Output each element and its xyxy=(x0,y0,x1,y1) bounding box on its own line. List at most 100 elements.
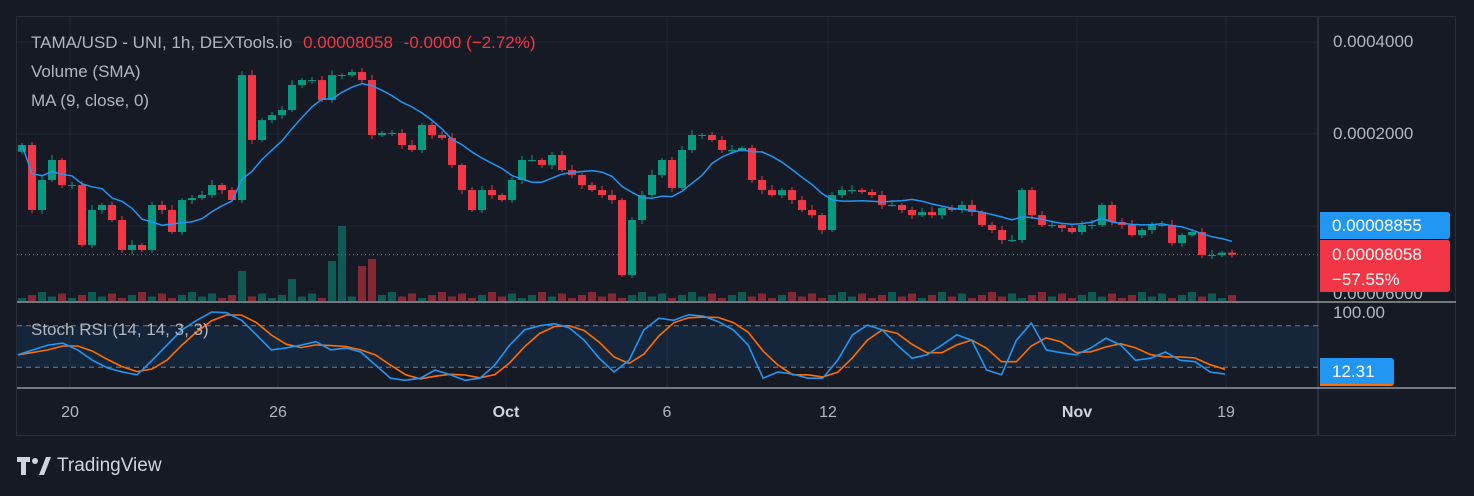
candle-body xyxy=(278,110,286,116)
volume-bar xyxy=(548,296,556,301)
candle-body xyxy=(318,80,326,100)
volume-bar xyxy=(968,298,976,301)
volume-bar xyxy=(318,298,326,301)
stoch-value-tag: 12.31 xyxy=(1320,358,1394,386)
volume-bar xyxy=(1148,296,1156,301)
volume-bar xyxy=(108,293,116,301)
volume-bar xyxy=(948,296,956,301)
ma-legend[interactable]: MA (9, close, 0) xyxy=(31,91,150,110)
stoch-k-line xyxy=(17,311,1226,382)
candle-body xyxy=(428,125,436,135)
volume-bar xyxy=(278,295,286,301)
volume-bar xyxy=(348,296,356,301)
volume-bar xyxy=(618,298,626,301)
candle-body xyxy=(438,134,446,138)
volume-bar xyxy=(308,293,316,301)
volume-bar xyxy=(338,226,346,301)
candle-body xyxy=(748,147,756,181)
volume-bar xyxy=(88,292,96,301)
price-axis-label: 0.0002000 xyxy=(1333,124,1414,143)
candle-body xyxy=(938,208,946,216)
volume-bar xyxy=(1068,298,1076,301)
volume-bar xyxy=(1198,296,1206,301)
volume-bar xyxy=(878,295,886,301)
candle-body xyxy=(928,212,936,216)
volume-bar xyxy=(138,292,146,301)
candle-body xyxy=(148,204,156,250)
candle-body xyxy=(778,190,786,196)
candle-body xyxy=(168,210,176,232)
candle-body xyxy=(188,197,196,201)
volume-bar xyxy=(648,296,656,301)
candle-body xyxy=(798,200,806,211)
volume-bar xyxy=(498,296,506,301)
candle-body xyxy=(728,149,736,151)
candle-body xyxy=(288,84,296,111)
volume-legend[interactable]: Volume (SMA) xyxy=(31,62,141,81)
candle-body xyxy=(208,184,216,196)
volume-bar xyxy=(728,295,736,301)
candle-body xyxy=(678,149,686,188)
volume-bar xyxy=(1218,298,1226,301)
tradingview-logo[interactable]: TradingView xyxy=(17,455,162,477)
candle-body xyxy=(978,212,986,225)
last-price: 0.00008058 xyxy=(303,33,393,52)
time-label: Oct xyxy=(492,404,520,421)
volume-bar xyxy=(538,292,546,301)
candle-body xyxy=(908,210,916,216)
candle-body xyxy=(718,139,726,150)
candle-body xyxy=(98,204,106,211)
volume-bar xyxy=(418,298,426,301)
symbol-legend[interactable]: TAMA/USD - UNI, 1h, DEXTools.io 0.000080… xyxy=(31,33,536,53)
candle-body xyxy=(1048,224,1056,226)
candle-body xyxy=(358,72,366,81)
candle-body xyxy=(958,204,966,211)
candle-body xyxy=(948,208,956,211)
volume-bar xyxy=(388,292,396,301)
candle-body xyxy=(498,195,506,201)
candle-body xyxy=(368,80,376,135)
volume-bar xyxy=(28,295,36,301)
time-label: 12 xyxy=(819,404,837,421)
volume-bar xyxy=(328,261,336,301)
candle-body xyxy=(38,180,46,211)
last-price-tag-change: −57.55% xyxy=(1332,270,1400,289)
candle-body xyxy=(1168,224,1176,243)
time-label: Nov xyxy=(1061,404,1093,421)
volume-bar xyxy=(238,271,246,301)
stoch-rsi-legend[interactable]: Stoch RSI (14, 14, 3, 3) xyxy=(31,320,209,339)
candle-body xyxy=(548,154,556,165)
candle-body xyxy=(768,190,776,196)
volume-bar xyxy=(508,293,516,301)
volume-bar xyxy=(1138,292,1146,301)
candle-body xyxy=(1008,239,1016,241)
time-label: 26 xyxy=(269,404,287,421)
volume-bar xyxy=(758,293,766,301)
candle-body xyxy=(878,195,886,205)
volume-bar xyxy=(838,292,846,301)
candle-body xyxy=(968,204,976,213)
volume-bar xyxy=(748,296,756,301)
volume-bar xyxy=(428,295,436,301)
volume-bar xyxy=(1018,298,1026,301)
volume-bar xyxy=(358,266,366,301)
candle-body xyxy=(218,184,226,191)
volume-bar xyxy=(608,293,616,301)
candle-body xyxy=(458,164,466,191)
time-label: 6 xyxy=(662,404,672,421)
candle-body xyxy=(68,184,76,186)
volume-bar xyxy=(368,259,376,301)
time-label: 19 xyxy=(1217,404,1235,421)
volume-bar xyxy=(528,295,536,301)
volume-bar xyxy=(958,293,966,301)
candle-body xyxy=(898,204,906,211)
volume-bar xyxy=(1228,295,1236,301)
symbol-title: TAMA/USD - UNI, 1h, DEXTools.io xyxy=(31,33,293,52)
volume-bar xyxy=(468,298,476,301)
candle-body xyxy=(348,72,356,76)
volume-bar xyxy=(98,296,106,301)
volume-bar xyxy=(938,292,946,301)
candle-body xyxy=(838,190,846,196)
volume-bar xyxy=(298,296,306,301)
